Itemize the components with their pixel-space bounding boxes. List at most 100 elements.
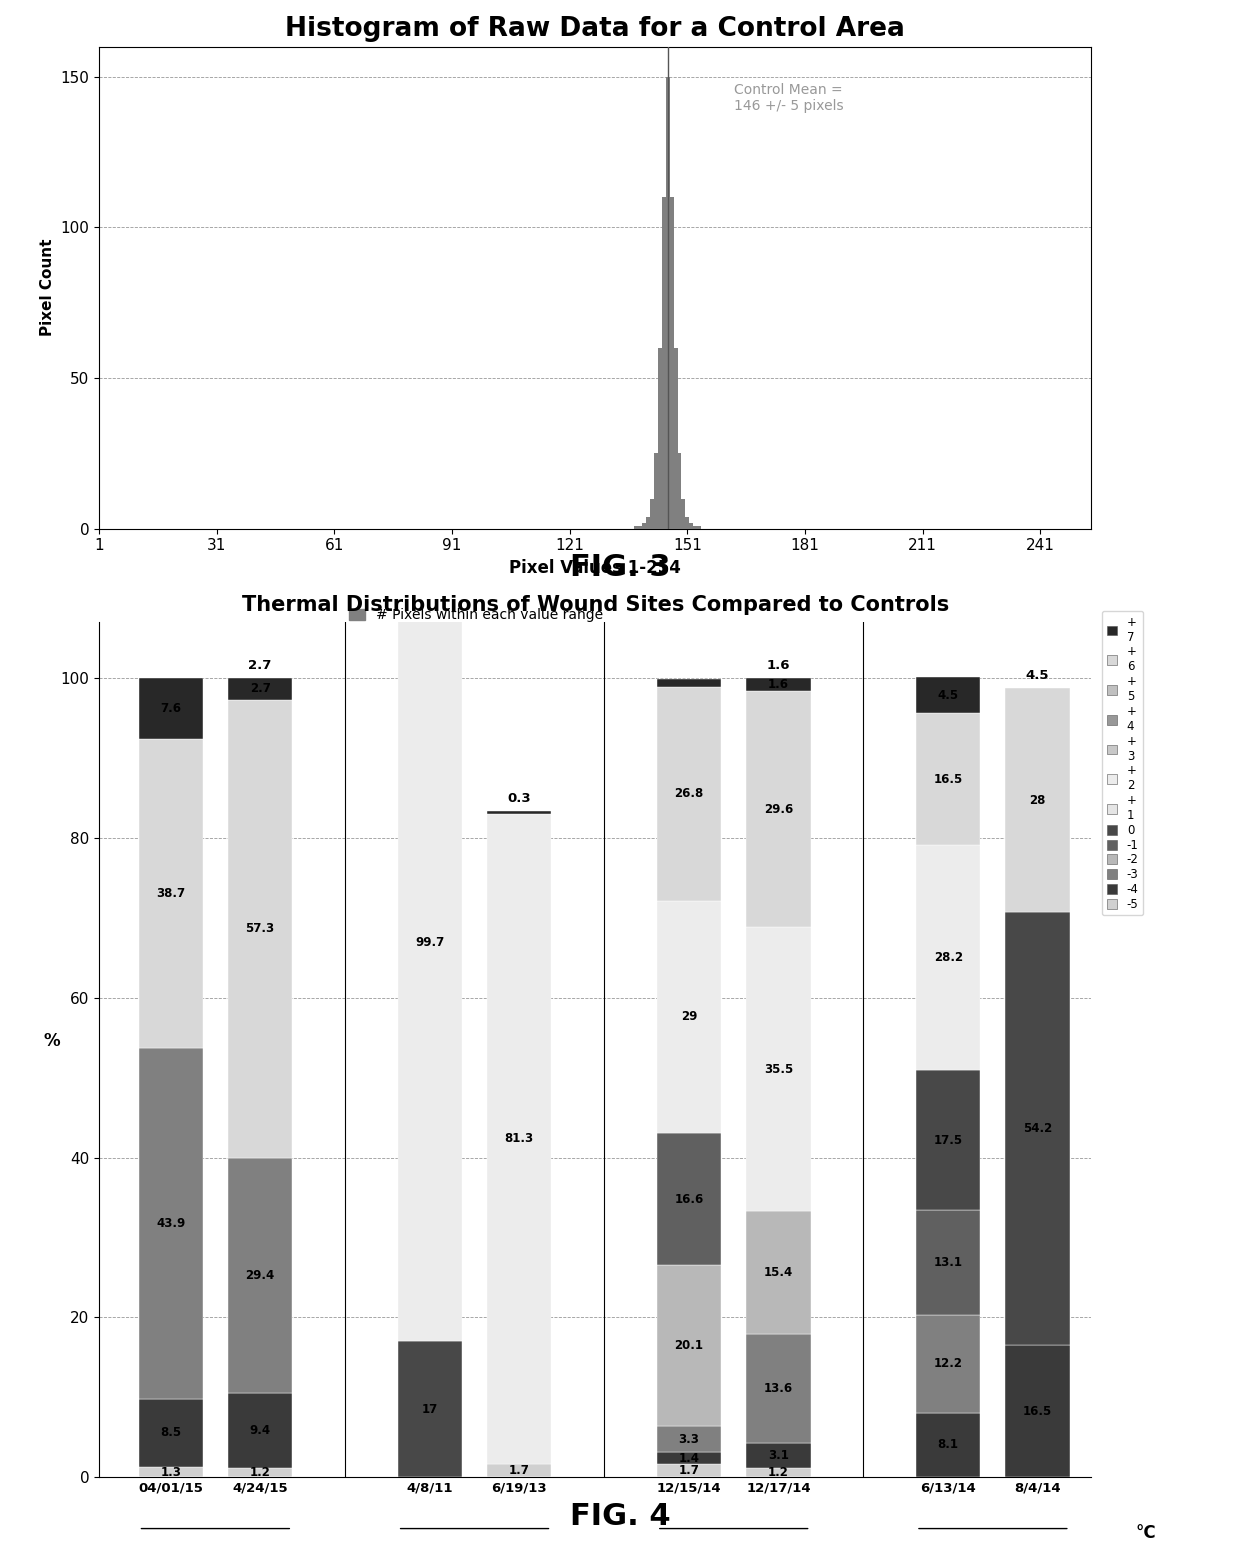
Bar: [657, 1266, 722, 1426]
Bar: [682, 499, 686, 529]
Text: °C: °C: [1136, 1524, 1156, 1543]
Text: 7.6: 7.6: [160, 701, 181, 715]
Text: 81.3: 81.3: [505, 1132, 533, 1144]
Text: 1.6: 1.6: [768, 678, 789, 690]
Bar: [657, 1463, 722, 1477]
Bar: [746, 678, 811, 690]
Bar: [487, 1463, 552, 1477]
Text: 2.7: 2.7: [249, 683, 270, 695]
Bar: [398, 544, 463, 1342]
Title: Thermal Distributions of Wound Sites Compared to Controls: Thermal Distributions of Wound Sites Com…: [242, 596, 949, 614]
Bar: [1006, 1345, 1070, 1477]
Text: 43.9: 43.9: [156, 1218, 185, 1230]
Title: Histogram of Raw Data for a Control Area: Histogram of Raw Data for a Control Area: [285, 16, 905, 42]
Bar: [657, 1452, 722, 1463]
Text: Control Mean =
146 +/- 5 pixels: Control Mean = 146 +/- 5 pixels: [734, 82, 844, 114]
Bar: [642, 522, 646, 529]
Bar: [746, 1211, 811, 1334]
Bar: [916, 844, 981, 1070]
Text: 16.5: 16.5: [934, 773, 962, 785]
Bar: [916, 1316, 981, 1412]
Bar: [916, 1210, 981, 1316]
Text: 28: 28: [1029, 793, 1045, 807]
Text: 4.5: 4.5: [937, 689, 959, 701]
Text: 1.7: 1.7: [508, 1463, 529, 1477]
Bar: [693, 526, 697, 529]
Text: FIG. 4: FIG. 4: [569, 1502, 671, 1530]
Bar: [673, 348, 677, 529]
Bar: [657, 678, 722, 687]
Bar: [398, 1342, 463, 1477]
Text: 3.3: 3.3: [678, 1432, 699, 1446]
Bar: [1006, 913, 1070, 1345]
Bar: [228, 678, 293, 700]
Text: 35.5: 35.5: [764, 1062, 794, 1076]
Legend: +
7, +
6, +
5, +
4, +
3, +
2, +
1, 0, -1, -2, -3, -4, -5: + 7, + 6, + 5, + 4, + 3, + 2, + 1, 0, -1…: [1102, 611, 1143, 916]
Bar: [487, 813, 552, 1463]
Text: 57.3: 57.3: [246, 922, 274, 935]
Text: 29: 29: [681, 1011, 697, 1023]
Text: 1.3: 1.3: [160, 1465, 181, 1479]
Bar: [228, 1468, 293, 1477]
Bar: [635, 526, 639, 529]
Bar: [228, 1393, 293, 1468]
Bar: [916, 1070, 981, 1210]
Text: 0.3: 0.3: [507, 791, 531, 805]
Bar: [916, 676, 981, 714]
Bar: [670, 197, 673, 529]
Bar: [487, 812, 552, 813]
Text: 8.1: 8.1: [937, 1438, 959, 1451]
Text: 29.4: 29.4: [246, 1269, 275, 1281]
Text: 2.7: 2.7: [248, 659, 272, 672]
Bar: [650, 499, 653, 529]
Bar: [139, 739, 203, 1048]
Bar: [746, 690, 811, 927]
Bar: [657, 687, 722, 900]
Text: 17.5: 17.5: [934, 1134, 962, 1148]
Text: 16.6: 16.6: [675, 1193, 703, 1205]
Text: 26.8: 26.8: [675, 787, 703, 801]
Bar: [398, 543, 463, 544]
Bar: [686, 516, 689, 529]
Text: 1.6: 1.6: [766, 659, 790, 672]
Legend: # Pixels within each value range: # Pixels within each value range: [343, 603, 609, 628]
Bar: [746, 1468, 811, 1477]
Text: 13.1: 13.1: [934, 1256, 962, 1269]
Bar: [662, 197, 666, 529]
Bar: [746, 1334, 811, 1443]
Text: 99.7: 99.7: [415, 936, 444, 950]
Text: 29.6: 29.6: [764, 802, 794, 815]
Text: 54.2: 54.2: [1023, 1123, 1053, 1135]
Text: 13.6: 13.6: [764, 1382, 792, 1395]
Bar: [746, 927, 811, 1211]
Bar: [677, 454, 682, 529]
Text: 28.2: 28.2: [934, 952, 962, 964]
Text: 1.2: 1.2: [768, 1466, 789, 1479]
Bar: [646, 516, 650, 529]
Bar: [697, 526, 701, 529]
Bar: [658, 348, 662, 529]
Bar: [657, 900, 722, 1132]
Text: FIG. 3: FIG. 3: [569, 554, 671, 582]
Text: 20.1: 20.1: [675, 1339, 703, 1353]
Text: 38.7: 38.7: [156, 886, 185, 900]
X-axis label: Pixel Values 1-254: Pixel Values 1-254: [510, 558, 681, 577]
Bar: [139, 678, 203, 739]
Text: 1.2: 1.2: [249, 1466, 270, 1479]
Bar: [228, 700, 293, 1157]
Bar: [639, 526, 642, 529]
Bar: [657, 1132, 722, 1266]
Bar: [916, 714, 981, 844]
Bar: [666, 76, 670, 529]
Bar: [139, 1048, 203, 1400]
Text: 3.1: 3.1: [768, 1449, 789, 1462]
Y-axis label: %: %: [43, 1031, 61, 1050]
Text: 9.4: 9.4: [249, 1423, 270, 1437]
Text: 8.5: 8.5: [160, 1426, 181, 1440]
Bar: [139, 1400, 203, 1466]
Text: 1.4: 1.4: [678, 1451, 699, 1465]
Bar: [139, 1466, 203, 1477]
Y-axis label: Pixel Count: Pixel Count: [40, 239, 55, 336]
Text: 15.4: 15.4: [764, 1266, 794, 1280]
Bar: [916, 1412, 981, 1477]
